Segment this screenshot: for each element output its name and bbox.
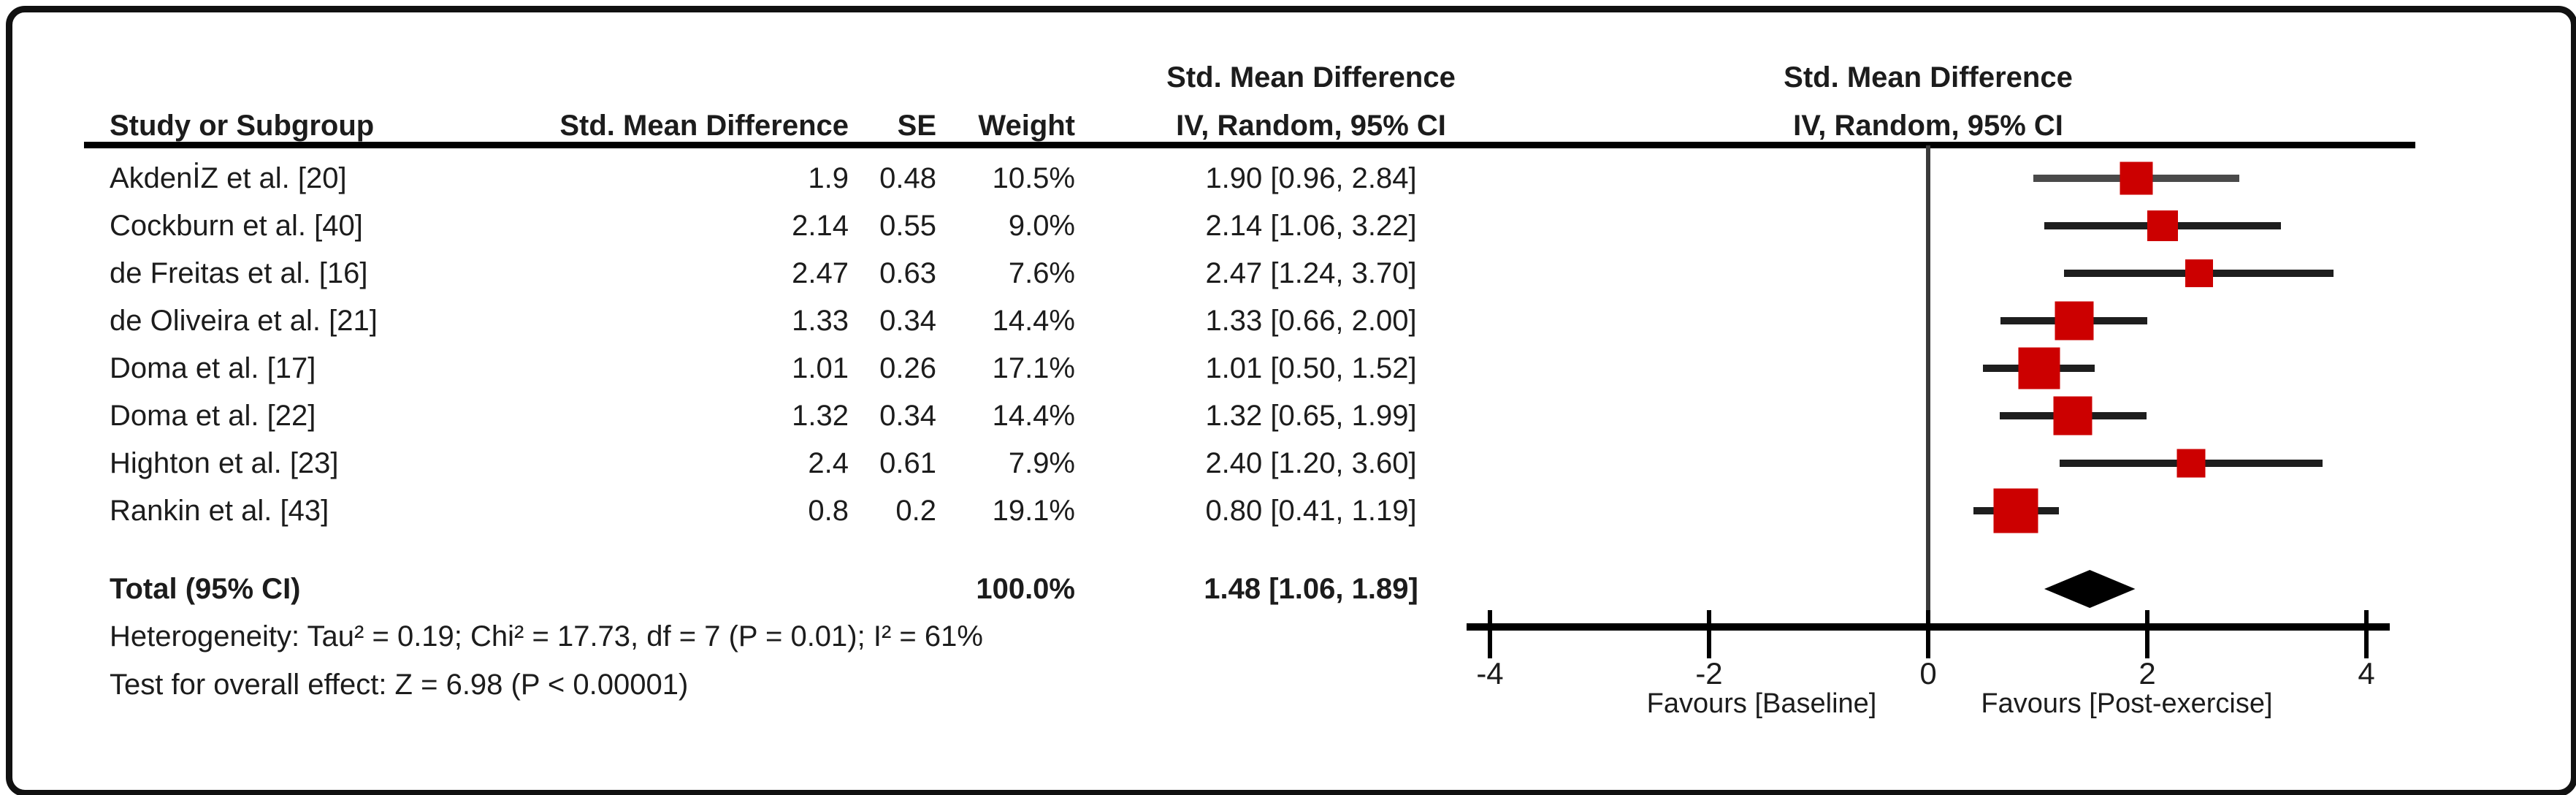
effect-square	[2147, 210, 2178, 241]
effect-square	[2185, 259, 2213, 287]
study-label: de Freitas et al. [16]	[110, 257, 368, 289]
total-label: Total (95% CI)	[110, 573, 301, 605]
study-label: Rankin et al. [43]	[110, 495, 329, 527]
total-ci: 1.48 [1.06, 1.89]	[1204, 573, 1418, 605]
axis-tick	[1926, 610, 1930, 658]
se-value: 0.34	[879, 400, 936, 432]
column-header-weight: Weight	[978, 110, 1075, 142]
study-label: Cockburn et al. [40]	[110, 210, 363, 242]
smd-value: 1.9	[808, 162, 849, 194]
effect-square	[1993, 488, 2038, 533]
ci-text: 1.32 [0.65, 1.99]	[1205, 400, 1417, 432]
axis-tick	[2145, 610, 2149, 658]
total-weight: 100.0%	[976, 573, 1075, 605]
ci-text: 2.47 [1.24, 3.70]	[1205, 257, 1417, 289]
favours-right-label: Favours [Post-exercise]	[1981, 688, 2273, 719]
column-header-study: Study or Subgroup	[110, 110, 375, 142]
ci-text: 1.01 [0.50, 1.52]	[1205, 352, 1417, 384]
weight-value: 10.5%	[992, 162, 1075, 194]
axis-tick-label: 2	[2139, 656, 2156, 691]
se-value: 0.63	[879, 257, 936, 289]
ci-text: 0.80 [0.41, 1.19]	[1205, 495, 1417, 527]
axis-tick-label: -4	[1476, 656, 1504, 691]
smd-value: 2.14	[792, 210, 849, 242]
axis-tick-label: 0	[1919, 656, 1937, 691]
weight-value: 14.4%	[992, 400, 1075, 432]
ci-text: 2.40 [1.20, 3.60]	[1205, 447, 1417, 479]
axis-tick-label: -2	[1695, 656, 1723, 691]
smd-value: 2.4	[808, 447, 849, 479]
effect-square	[2018, 347, 2060, 389]
table-effect-header-line1: Std. Mean Difference	[1166, 61, 1456, 94]
se-value: 0.48	[879, 162, 936, 194]
effect-square	[2055, 301, 2093, 341]
figure-border	[6, 6, 2576, 795]
effect-square	[2176, 449, 2206, 478]
study-label: Doma et al. [22]	[110, 400, 316, 432]
se-value: 0.26	[879, 352, 936, 384]
se-value: 0.2	[895, 495, 936, 527]
axis-tick	[1488, 610, 1492, 658]
plot-effect-header-line2: IV, Random, 95% CI	[1793, 110, 2063, 142]
axis-tick-label: 4	[2358, 656, 2375, 691]
ci-text: 2.14 [1.06, 3.22]	[1205, 210, 1417, 242]
ci-text: 1.33 [0.66, 2.00]	[1205, 305, 1417, 337]
column-header-se: SE	[897, 110, 936, 142]
se-value: 0.55	[879, 210, 936, 242]
smd-value: 2.47	[792, 257, 849, 289]
weight-value: 14.4%	[992, 305, 1075, 337]
smd-value: 1.33	[792, 305, 849, 337]
favours-left-label: Favours [Baseline]	[1646, 688, 1877, 719]
weight-value: 7.9%	[1008, 447, 1075, 479]
axis-tick	[1707, 610, 1711, 658]
smd-value: 1.01	[792, 352, 849, 384]
effect-square	[2053, 396, 2092, 435]
weight-value: 7.6%	[1008, 257, 1075, 289]
smd-value: 0.8	[808, 495, 849, 527]
ci-text: 1.90 [0.96, 2.84]	[1205, 162, 1417, 194]
overall-effect-note: Test for overall effect: Z = 6.98 (P < 0…	[110, 669, 689, 701]
study-label: Highton et al. [23]	[110, 447, 339, 479]
study-label: AkdenİZ et al. [20]	[110, 162, 347, 194]
effect-square	[2120, 161, 2153, 195]
study-label: de Oliveira et al. [21]	[110, 305, 378, 337]
column-header-ci: IV, Random, 95% CI	[1176, 110, 1446, 142]
weight-value: 9.0%	[1008, 210, 1075, 242]
smd-value: 1.32	[792, 400, 849, 432]
axis-tick	[2364, 610, 2369, 658]
column-header-smd: Std. Mean Difference	[559, 110, 849, 142]
study-label: Doma et al. [17]	[110, 352, 316, 384]
se-value: 0.34	[879, 305, 936, 337]
header-rule	[84, 142, 2415, 148]
plot-effect-header-line1: Std. Mean Difference	[1784, 61, 2073, 94]
weight-value: 17.1%	[992, 352, 1075, 384]
heterogeneity-note: Heterogeneity: Tau² = 0.19; Chi² = 17.73…	[110, 620, 983, 653]
zero-line	[1926, 145, 1930, 628]
se-value: 0.61	[879, 447, 936, 479]
weight-value: 19.1%	[992, 495, 1075, 527]
